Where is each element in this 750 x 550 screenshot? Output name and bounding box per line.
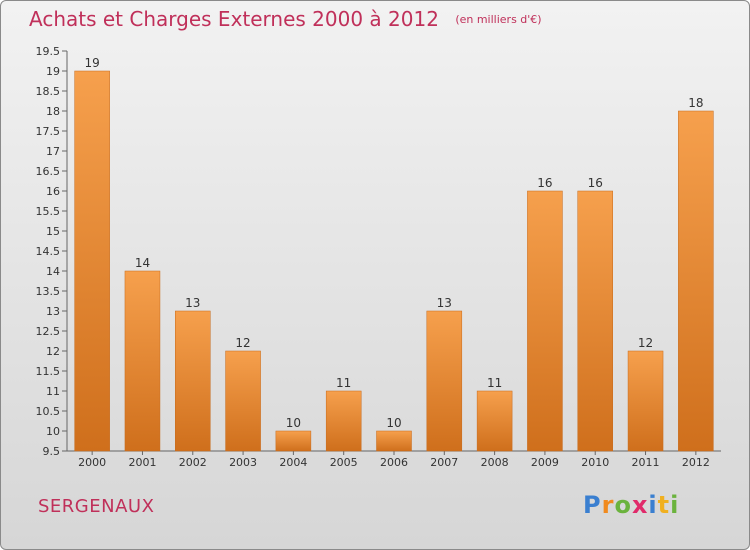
value-label-2003: 12: [235, 336, 250, 350]
y-tick-label: 15.5: [36, 205, 61, 218]
x-tick-label-2003: 2003: [229, 456, 257, 469]
y-tick-label: 13: [46, 305, 60, 318]
bar-2008: [476, 390, 513, 452]
y-tick-label: 16.5: [36, 165, 61, 178]
x-tick-label-2000: 2000: [78, 456, 106, 469]
logo-letter: x: [631, 491, 649, 519]
chart-title: Achats et Charges Externes 2000 à 2012 (…: [29, 7, 542, 31]
logo-letter: o: [614, 491, 632, 519]
x-tick-label-2002: 2002: [179, 456, 207, 469]
y-tick-label: 13.5: [36, 285, 61, 298]
value-label-2010: 16: [588, 176, 603, 190]
commune-name: SERGENAUX: [38, 496, 155, 517]
bar-2004: [275, 430, 312, 452]
y-tick-label: 17.5: [36, 125, 61, 138]
y-tick-label: 18: [46, 105, 60, 118]
y-tick-label: 15: [46, 225, 60, 238]
value-label-2012: 18: [688, 96, 703, 110]
y-tick-label: 12.5: [36, 325, 61, 338]
x-tick-label-2006: 2006: [380, 456, 408, 469]
x-tick-label-2010: 2010: [581, 456, 609, 469]
bar-2012: [678, 110, 714, 452]
logo-letter: r: [601, 491, 615, 519]
y-tick-label: 14.5: [36, 245, 61, 258]
x-tick-label-2001: 2001: [128, 456, 156, 469]
value-label-2008: 11: [487, 376, 502, 390]
y-tick-label: 19.5: [36, 45, 61, 58]
x-tick-label-2007: 2007: [430, 456, 458, 469]
y-tick-label: 17: [46, 145, 60, 158]
bar-2007: [426, 310, 463, 452]
value-label-2002: 13: [185, 296, 200, 310]
bar-2010: [577, 190, 613, 452]
chart-title-text: Achats et Charges Externes 2000 à 2012: [29, 7, 439, 31]
value-label-2000: 19: [85, 56, 100, 70]
bar-2009: [527, 190, 563, 452]
x-tick-label-2012: 2012: [682, 456, 710, 469]
y-tick-label: 16: [46, 185, 60, 198]
logo-letter: t: [657, 491, 671, 519]
y-tick-label: 9.5: [43, 445, 61, 458]
x-tick-label-2011: 2011: [632, 456, 660, 469]
x-tick-label-2005: 2005: [330, 456, 358, 469]
y-tick-label: 10: [46, 425, 60, 438]
bar-2003: [225, 350, 261, 452]
y-tick-label: 19: [46, 65, 60, 78]
bar-2001: [124, 270, 161, 452]
value-label-2007: 13: [437, 296, 452, 310]
bar-2002: [175, 310, 211, 452]
value-label-2001: 14: [135, 256, 150, 270]
value-label-2004: 10: [286, 416, 301, 430]
y-tick-label: 14: [46, 265, 60, 278]
x-tick-label-2004: 2004: [279, 456, 307, 469]
chart-unit: (en milliers d'€): [455, 13, 542, 26]
logo-letter: i: [648, 491, 658, 519]
logo-letter: P: [583, 491, 602, 519]
proxiti-logo: Proxiti: [583, 491, 679, 519]
bar-2006: [376, 430, 412, 452]
logo-letter: i: [670, 491, 680, 519]
y-tick-label: 11: [46, 385, 60, 398]
y-tick-label: 11.5: [36, 365, 61, 378]
x-tick-label-2008: 2008: [481, 456, 509, 469]
x-tick-label-2009: 2009: [531, 456, 559, 469]
value-label-2009: 16: [537, 176, 552, 190]
value-label-2005: 11: [336, 376, 351, 390]
y-tick-label: 12: [46, 345, 60, 358]
bar-2005: [325, 390, 362, 452]
value-label-2011: 12: [638, 336, 653, 350]
y-tick-label: 10.5: [36, 405, 61, 418]
y-tick-label: 18.5: [36, 85, 61, 98]
value-label-2006: 10: [386, 416, 401, 430]
bar-2011: [627, 350, 664, 452]
bar-2000: [74, 70, 110, 452]
